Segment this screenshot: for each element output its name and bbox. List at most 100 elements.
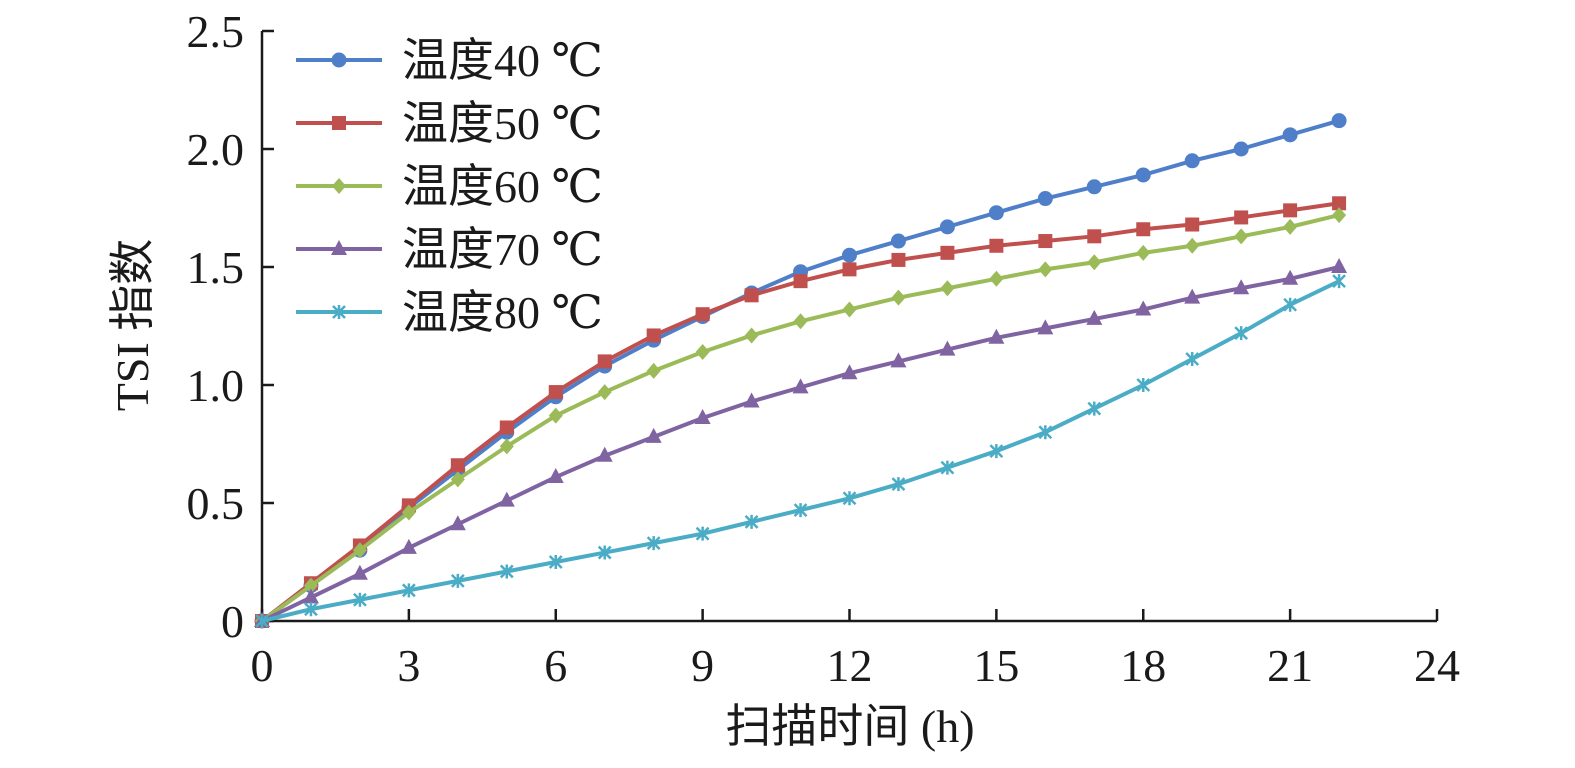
data-point [548, 385, 563, 400]
data-point [597, 545, 612, 560]
data-point [450, 573, 465, 588]
data-point [255, 614, 269, 628]
data-point [890, 233, 906, 249]
data-point [842, 247, 857, 263]
data-point [743, 392, 760, 408]
data-point [498, 491, 515, 507]
data-point [1331, 258, 1348, 273]
data-point [939, 340, 956, 356]
data-point [694, 409, 711, 425]
data-point [352, 542, 367, 559]
data-point [450, 458, 465, 473]
data-point [940, 280, 955, 297]
legend-item-1: 温度40 ℃ [296, 35, 603, 86]
x-tick-label: 12 [827, 640, 873, 691]
data-point [842, 262, 857, 277]
data-point [1233, 141, 1249, 157]
legend-label: 温度40 ℃ [402, 35, 603, 86]
y-axis-title: TSI 指数 [107, 239, 158, 412]
data-point [1037, 319, 1054, 335]
data-point [1332, 207, 1347, 224]
data-point [499, 420, 514, 435]
data-point [1136, 244, 1151, 261]
data-point [1135, 300, 1152, 316]
data-point [351, 564, 368, 580]
data-point [596, 446, 613, 462]
data-point [547, 468, 564, 484]
data-point [401, 504, 416, 521]
data-point [891, 252, 906, 267]
data-point [1037, 191, 1053, 207]
data-point [1282, 269, 1299, 285]
y-tick-label: 1.5 [187, 242, 245, 293]
data-point [400, 538, 417, 554]
data-point [1184, 153, 1200, 169]
legend-swatch-marker [331, 240, 347, 255]
legend-item-4: 温度70 ℃ [296, 224, 603, 275]
data-point [695, 526, 710, 541]
data-point [792, 378, 809, 394]
x-axis-title: 扫描时间 (h) [725, 701, 974, 752]
data-point [1135, 167, 1151, 183]
x-tick-label: 24 [1414, 640, 1460, 691]
data-point [1233, 279, 1250, 295]
series-2 [255, 196, 1347, 628]
x-tick-label: 21 [1267, 640, 1313, 691]
data-point [988, 328, 1005, 344]
data-point [988, 205, 1004, 221]
legend-item-3: 温度60 ℃ [296, 161, 603, 212]
data-point [989, 238, 1004, 253]
axes: 0 3 6 9 12 15 18 21 24 0 0.5 1.0 1.5 2.0 2.5 [187, 6, 1461, 691]
data-point [645, 427, 662, 443]
y-tick-label: 0 [221, 596, 244, 647]
data-point [548, 555, 563, 569]
legend-label: 温度50 ℃ [402, 98, 603, 149]
legend-swatch-marker [331, 52, 347, 68]
data-point [1086, 179, 1102, 195]
data-point [1038, 261, 1053, 278]
data-point [646, 536, 661, 551]
data-point [450, 471, 465, 488]
data-point [303, 577, 318, 594]
data-point [1087, 401, 1102, 416]
data-point [695, 343, 710, 360]
data-point [646, 362, 661, 379]
data-point [940, 245, 955, 260]
x-tick-label: 18 [1120, 640, 1166, 691]
legend-swatch-marker [332, 178, 346, 194]
y-tick-label: 0.5 [187, 478, 245, 529]
data-point [499, 438, 514, 455]
data-point [695, 307, 710, 322]
x-tick-label: 3 [397, 640, 420, 691]
x-tick-label: 15 [973, 640, 1019, 691]
legend-item-2: 温度50 ℃ [296, 98, 603, 149]
data-point [1185, 237, 1200, 254]
data-point [842, 491, 857, 506]
data-point [1283, 203, 1298, 218]
legend-item-5: 温度80 ℃ [296, 287, 603, 338]
y-tick-label: 1.0 [187, 360, 245, 411]
data-point [646, 328, 661, 343]
y-tick-label: 2.0 [187, 124, 245, 175]
data-point [499, 564, 514, 579]
data-point [1234, 228, 1249, 245]
legend-label: 温度60 ℃ [402, 161, 603, 212]
data-point [1038, 234, 1053, 249]
data-point [989, 270, 1004, 287]
y-tick-label: 2.5 [187, 6, 245, 57]
data-point [548, 407, 563, 424]
data-point [744, 327, 759, 344]
data-point [304, 602, 318, 617]
data-point [1087, 254, 1102, 271]
data-point [1087, 229, 1102, 244]
data-point [1185, 352, 1200, 367]
data-point [989, 444, 1004, 459]
data-point [1332, 196, 1347, 211]
data-point [939, 219, 955, 235]
data-point [597, 384, 612, 401]
data-point [940, 460, 955, 475]
data-point [1184, 288, 1201, 304]
data-point [1283, 297, 1298, 312]
data-point [744, 288, 759, 303]
